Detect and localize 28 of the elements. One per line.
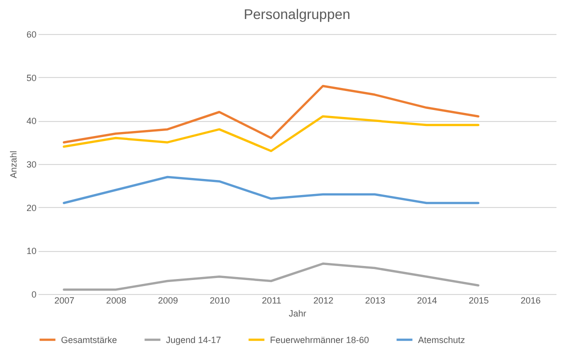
x-tick-label: 2013 (365, 296, 386, 306)
chart-title: Personalgruppen (244, 6, 350, 22)
legend-label: Gesamtstärke (61, 334, 118, 345)
y-tick-label: 50 (26, 72, 36, 83)
y-axis-title: Anzahl (8, 150, 18, 178)
y-tick-label: 20 (26, 202, 36, 213)
line-series (62, 84, 480, 144)
y-tick-label: 60 (26, 30, 36, 40)
y-tick-label: 10 (26, 246, 36, 256)
x-tick-label: 2014 (416, 296, 438, 306)
x-tick-label: 2012 (313, 296, 334, 306)
legend-label: Atemschutz (418, 334, 466, 345)
legend-label: Feuerwehrmänner 18-60 (270, 334, 370, 345)
line-series (62, 262, 480, 291)
legend-label: Jugend 14-17 (166, 334, 222, 345)
y-tick-label: 30 (26, 160, 36, 170)
line-series (62, 115, 480, 152)
x-tick-label: 2015 (468, 296, 489, 306)
x-tick-label: 2007 (54, 296, 74, 306)
y-tick-label: 40 (26, 116, 36, 126)
x-tick-label: 2008 (106, 296, 126, 306)
x-tick-label: 2011 (262, 296, 282, 306)
x-tick-label: 2010 (210, 296, 230, 306)
x-tick-label: 2016 (520, 296, 541, 306)
x-tick-label: 2009 (158, 296, 178, 306)
x-axis-title: Jahr (288, 308, 306, 318)
line-series (62, 176, 480, 204)
y-tick-label: 0 (31, 290, 36, 300)
